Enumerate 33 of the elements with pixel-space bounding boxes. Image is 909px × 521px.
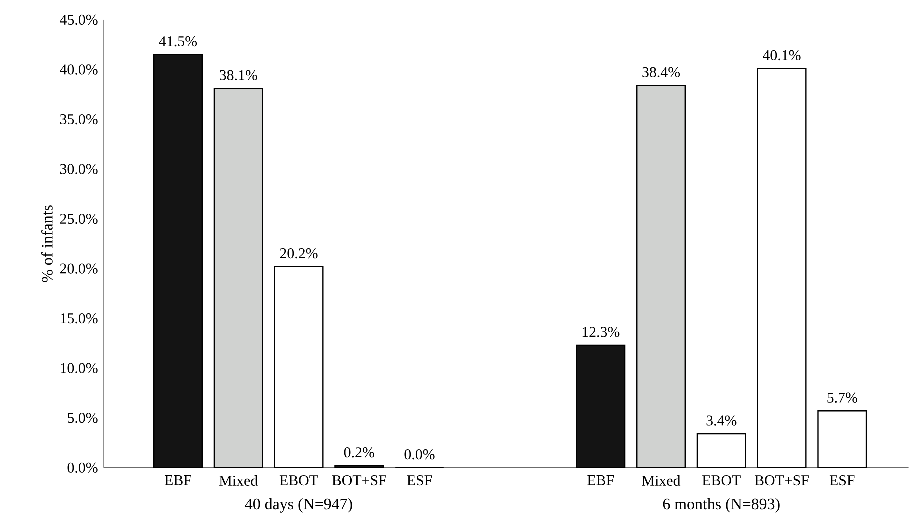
x-tick-label: ESF xyxy=(407,476,432,486)
data-label: 3.4% xyxy=(706,416,737,426)
data-label: 38.1% xyxy=(220,70,258,81)
text: 40 days (N=947) xyxy=(245,498,352,513)
y-tick-label: 35.0% xyxy=(60,114,98,125)
x-tick-label: Mixed xyxy=(220,476,258,486)
x-tick-label: EBOT xyxy=(280,476,318,486)
data-label: 20.2% xyxy=(280,248,318,259)
x-tick-label: EBOT xyxy=(702,476,741,486)
x-tick-label: BOT+SF xyxy=(754,476,809,486)
x-tick-label: ESF xyxy=(830,476,855,486)
y-tick-label: 15.0% xyxy=(61,314,98,324)
data-label: 0.2% xyxy=(344,448,374,458)
y-tick-label: 0.0% xyxy=(68,462,98,474)
y-tick-label: 30.0% xyxy=(60,164,98,174)
data-label: 0.0% xyxy=(404,450,435,460)
y-tick-label: 45.0% xyxy=(60,14,98,26)
x-tick-label: EBF xyxy=(164,476,192,486)
x-tick-label: Mixed xyxy=(642,476,681,486)
data-label: 12.3% xyxy=(582,327,620,338)
data-label: 41.5% xyxy=(159,36,198,47)
data-label: 40.1% xyxy=(763,50,801,61)
y-tick-label: 25.0% xyxy=(60,214,98,224)
y-tick-label: 20.0% xyxy=(60,264,98,274)
y-axis-title: % of infants xyxy=(41,206,53,282)
text: 6 months (N=893) xyxy=(663,498,780,513)
y-tick-label: 10.0% xyxy=(61,363,98,374)
y-tick-label: 40.0% xyxy=(60,64,98,75)
x-tick-label: EBF xyxy=(588,476,614,486)
x-tick-label: BOT+SF xyxy=(332,476,386,486)
data-label: 38.4% xyxy=(642,67,680,78)
y-tick-label: 5.0% xyxy=(68,413,98,424)
data-label: 5.7% xyxy=(828,392,858,404)
